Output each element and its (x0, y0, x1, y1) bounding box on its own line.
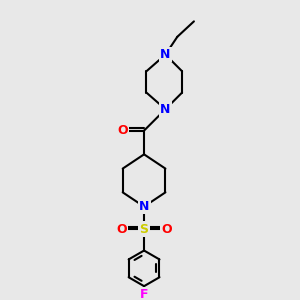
Text: O: O (117, 124, 128, 137)
Text: F: F (140, 288, 148, 300)
Text: O: O (161, 223, 172, 236)
Text: N: N (160, 103, 171, 116)
Text: O: O (116, 223, 127, 236)
Text: S: S (140, 223, 148, 236)
Text: N: N (139, 200, 149, 213)
Text: N: N (160, 48, 171, 61)
